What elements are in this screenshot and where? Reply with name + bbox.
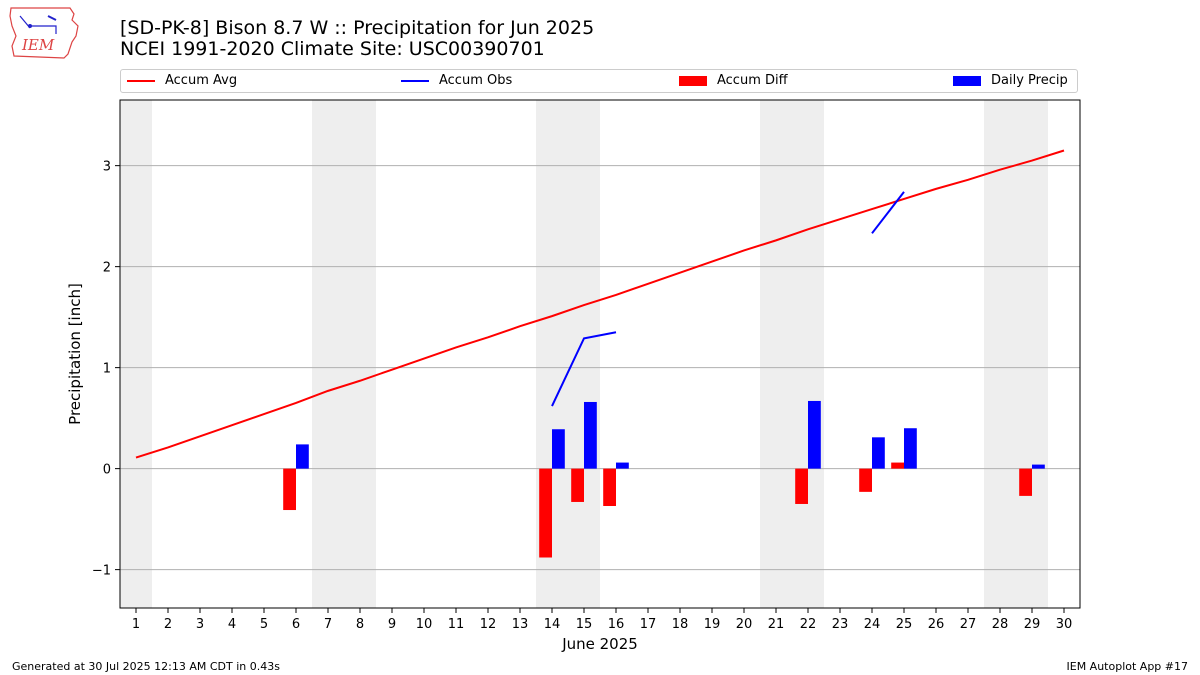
x-tick-label-16: 16: [608, 617, 625, 632]
x-tick-label-27: 27: [960, 617, 977, 632]
x-tick-label-20: 20: [736, 617, 753, 632]
y-tick-label-1: 1: [103, 362, 111, 377]
legend-accum-diff-label: Accum Diff: [717, 73, 788, 88]
x-tick-label-17: 17: [640, 617, 657, 632]
accum-obs-line-segment-1: [551, 331, 617, 407]
logo-text: IEM: [21, 36, 55, 54]
legend-accum-diff: Accum Diff: [679, 73, 788, 88]
legend: Accum Avg Accum Obs Accum Diff Daily Pre…: [120, 69, 1078, 93]
x-tick-label-18: 18: [672, 617, 689, 632]
y-tick-label--1: −1: [92, 564, 111, 579]
x-tick-label-19: 19: [704, 617, 721, 632]
x-tick-label-3: 3: [196, 617, 204, 632]
x-tick-label-13: 13: [512, 617, 529, 632]
legend-accum-avg-label: Accum Avg: [165, 73, 238, 88]
legend-accum-avg: Accum Avg: [127, 73, 237, 88]
x-tick-label-26: 26: [928, 617, 945, 632]
x-tick-label-25: 25: [896, 617, 913, 632]
daily-precip-bar-day-29: [1032, 464, 1045, 469]
x-tick-label-22: 22: [800, 617, 817, 632]
accum-diff-bar-day-6: [283, 468, 296, 511]
legend-daily-precip-label: Daily Precip: [991, 73, 1068, 88]
x-tick-label-30: 30: [1056, 617, 1073, 632]
accum-avg-line: [135, 149, 1065, 459]
daily-precip-bar-day-6: [296, 444, 309, 469]
accum-obs-line-segment-2: [871, 191, 905, 234]
weekend-shade-day-15: [568, 100, 600, 608]
legend-accum-diff-swatch: [679, 75, 707, 86]
title-line-1: [SD-PK-8] Bison 8.7 W :: Precipitation f…: [120, 17, 595, 39]
daily-precip-bar-day-14: [552, 429, 565, 469]
accum-diff-bar-day-14: [539, 468, 552, 558]
x-tick-label-24: 24: [864, 617, 881, 632]
x-tick-label-2: 2: [164, 617, 172, 632]
x-axis-label: June 2025: [561, 635, 638, 653]
accum-diff-bar-day-16: [603, 468, 616, 506]
weekend-shade-day-1: [120, 100, 152, 608]
x-tick-label-21: 21: [768, 617, 785, 632]
accum-diff-bar-day-29: [1019, 468, 1032, 496]
x-tick-label-29: 29: [1024, 617, 1041, 632]
daily-precip-bar-day-24: [872, 437, 885, 469]
x-tick-label-12: 12: [480, 617, 497, 632]
precipitation-chart: 1 2 3 4 5 6 7 8 9 10 11 12 13 14 15 16 17 18 19 20 21 22 23 24 2…: [66, 99, 1081, 653]
legend-accum-obs-swatch: [401, 79, 429, 82]
x-tick-label-10: 10: [416, 617, 433, 632]
daily-precip-bar-day-16: [616, 462, 629, 469]
x-tick-label-5: 5: [260, 617, 268, 632]
plot-frame: [119, 99, 1081, 609]
x-tick-label-9: 9: [388, 617, 396, 632]
title-line-2: NCEI 1991-2020 Climate Site: USC00390701: [120, 38, 545, 60]
footer-app: IEM Autoplot App #17: [1066, 660, 1189, 673]
weekend-shade-day-21: [760, 100, 792, 608]
x-tick-label-8: 8: [356, 617, 364, 632]
weekend-shade-day-7: [312, 100, 344, 608]
x-tick-label-28: 28: [992, 617, 1009, 632]
legend-daily-precip: Daily Precip: [953, 73, 1068, 88]
x-tick-label-14: 14: [544, 617, 561, 632]
weekend-shade-day-8: [344, 100, 376, 608]
legend-accum-obs-label: Accum Obs: [439, 73, 513, 88]
accum-diff-bar-day-24: [859, 468, 872, 492]
x-tick-label-23: 23: [832, 617, 849, 632]
daily-precip-bar-day-25: [904, 428, 917, 469]
legend-accum-avg-swatch: [127, 79, 155, 82]
x-tick-label-6: 6: [292, 617, 300, 632]
x-tick-label-11: 11: [448, 617, 465, 632]
y-tick-label-0: 0: [103, 463, 111, 478]
accum-diff-bar-day-15: [571, 468, 584, 502]
x-tick-label-1: 1: [132, 617, 140, 632]
iem-logo: IEM: [9, 7, 79, 59]
daily-precip-bar-day-22: [808, 400, 821, 469]
chart-title: [SD-PK-8] Bison 8.7 W :: Precipitation f…: [120, 18, 594, 60]
weekend-shade-day-22: [792, 100, 824, 608]
x-tick-label-7: 7: [324, 617, 332, 632]
accum-diff-bar-day-25: [891, 462, 904, 469]
x-tick-label-4: 4: [228, 617, 236, 632]
legend-accum-obs: Accum Obs: [401, 73, 512, 88]
weekend-shade-day-29: [1016, 100, 1048, 608]
y-tick-label-2: 2: [103, 261, 111, 276]
legend-daily-precip-swatch: [953, 75, 981, 86]
x-tick-label-15: 15: [576, 617, 593, 632]
y-axis-label: Precipitation [inch]: [66, 283, 84, 425]
weekend-shade-day-28: [984, 100, 1016, 608]
daily-precip-bar-day-15: [584, 401, 597, 469]
footer-generated: Generated at 30 Jul 2025 12:13 AM CDT in…: [12, 660, 280, 673]
y-tick-label-3: 3: [103, 160, 111, 175]
accum-diff-bar-day-22: [795, 468, 808, 504]
